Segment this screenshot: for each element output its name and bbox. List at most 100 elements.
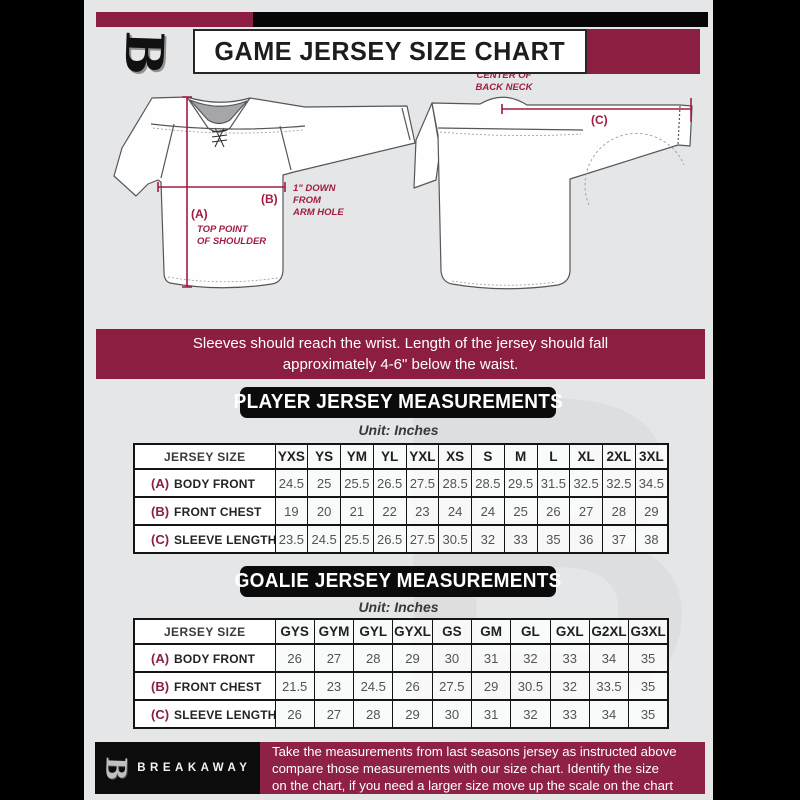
row-header-cell: (C) SLEEVE LENGTH — [133, 699, 276, 729]
value-cell: 24 — [438, 496, 472, 526]
value-cell: 26.5 — [372, 468, 407, 498]
value-cell: 25 — [307, 468, 341, 498]
value-cell: 26 — [392, 671, 433, 701]
value-cell: 21 — [340, 496, 374, 526]
value-cell: 32 — [471, 524, 505, 554]
brand-logo-icon: B — [112, 29, 176, 77]
label-a: (A) — [191, 207, 208, 221]
size-col-l: L — [536, 443, 571, 470]
value-cell: 31 — [470, 643, 512, 673]
label-c: (C) — [591, 113, 608, 127]
value-cell: 33 — [549, 643, 590, 673]
measurement-row: (B) FRONT CHEST 19 20 21 22 23 24 24 25 26 27 28 29 — [133, 496, 669, 526]
value-cell: 23.5 — [274, 524, 309, 554]
value-cell: 28 — [353, 699, 394, 729]
value-cell: 33.5 — [588, 671, 630, 701]
player-section-title-text: PLAYER JERSEY MEASUREMENTS — [233, 391, 563, 413]
value-cell: 35 — [628, 671, 669, 701]
measure-key: (C) — [151, 531, 170, 547]
size-col-yl: YL — [372, 443, 407, 470]
title-accent-block — [587, 29, 700, 74]
size-col-2xl: 2XL — [602, 443, 636, 470]
footer-brand-block: B BREAKAWAY — [95, 742, 260, 794]
measurement-row: (C) SLEEVE LENGTH 26 27 28 29 30 31 32 33 34 35 — [133, 699, 669, 729]
value-cell: 32 — [510, 699, 551, 729]
footer-line-3: on the chart, if you need a larger size … — [272, 778, 673, 794]
footer-line-2: compare those measurements with our size… — [272, 760, 660, 776]
value-cell: 27.5 — [405, 468, 440, 498]
value-cell: 38 — [634, 524, 669, 554]
goalie-measurements-table: JERSEY SIZE GYS GYM GYL GYXL GS GM GL GXL G2XL G3X… — [133, 618, 669, 729]
player-section-title: PLAYER JERSEY MEASUREMENTS — [233, 387, 562, 418]
size-col-gm: GM — [470, 618, 512, 645]
measure-label: SLEEVE LENGTH — [174, 707, 275, 722]
value-cell: 34 — [588, 643, 630, 673]
size-col-gl: GL — [510, 618, 551, 645]
value-cell: 32 — [510, 643, 551, 673]
label-b-note-line3: ARM HOLE — [292, 207, 344, 218]
value-cell: 28 — [353, 643, 394, 673]
value-cell: 24 — [471, 496, 505, 526]
value-cell: 34 — [588, 699, 630, 729]
size-col-gs: GS — [431, 618, 472, 645]
collar-laces — [211, 127, 228, 148]
measurement-lines — [157, 96, 692, 288]
value-cell: 27 — [569, 496, 603, 526]
value-cell: 32 — [549, 671, 590, 701]
label-c-note-line2: BACK NECK — [476, 82, 534, 93]
value-cell: 32.5 — [602, 468, 636, 498]
value-cell: 35 — [536, 524, 571, 554]
label-b: (B) — [261, 192, 278, 206]
value-cell: 36 — [569, 524, 603, 554]
value-cell: 31.5 — [536, 468, 571, 498]
banner-line-2: approximately 4-6" below the waist. — [282, 356, 519, 373]
value-cell: 21.5 — [274, 671, 315, 701]
size-col-m: M — [503, 443, 538, 470]
footer-instructions: Take the measurements from last seasons … — [260, 742, 705, 794]
value-cell: 35 — [628, 699, 669, 729]
value-cell: 25 — [503, 496, 538, 526]
top-bar-maroon-segment — [96, 12, 253, 27]
label-a-note-line1: TOP POINT — [197, 224, 249, 235]
value-cell: 26 — [274, 643, 315, 673]
value-cell: 29 — [392, 699, 433, 729]
row-header-cell: (B) FRONT CHEST — [133, 496, 276, 526]
value-cell: 27 — [313, 699, 355, 729]
measurement-row: (B) FRONT CHEST 21.5 23 24.5 26 27.5 29 30.5 32 33… — [133, 671, 669, 701]
value-cell: 27.5 — [405, 524, 440, 554]
value-cell: 24.5 — [353, 671, 394, 701]
jersey-diagram: (A) TOP POINT OF SHOULDER (B) 1" DOWN FR… — [113, 70, 693, 290]
row-header-cell: (A) BODY FRONT — [133, 468, 276, 498]
value-cell: 29 — [392, 643, 433, 673]
value-cell: 30.5 — [510, 671, 551, 701]
value-cell: 34.5 — [634, 468, 669, 498]
banner-line-1: Sleeves should reach the wrist. Length o… — [192, 335, 609, 352]
size-col-gys: GYS — [274, 618, 315, 645]
instruction-banner: Sleeves should reach the wrist. Length o… — [96, 329, 705, 379]
label-b-note-line2: FROM — [293, 195, 322, 206]
size-col-g2xl: G2XL — [588, 618, 630, 645]
value-cell: 27 — [313, 643, 355, 673]
player-unit-label: Unit: Inches — [358, 422, 439, 438]
value-cell: 28.5 — [438, 468, 472, 498]
row-header-cell: (A) BODY FRONT — [133, 643, 276, 673]
value-cell: 25.5 — [340, 468, 374, 498]
size-col-xl: XL — [569, 443, 603, 470]
value-cell: 26.5 — [372, 524, 407, 554]
value-cell: 28.5 — [471, 468, 505, 498]
footer-brand-logo-icon: B — [98, 755, 133, 781]
value-cell: 31 — [470, 699, 512, 729]
value-cell: 25.5 — [340, 524, 374, 554]
value-cell: 24.5 — [307, 524, 341, 554]
value-cell: 33 — [549, 699, 590, 729]
measure-label: SLEEVE LENGTH — [174, 532, 275, 547]
size-chart-document: B B GAME JERSEY SIZE CHART — [84, 0, 713, 800]
row-header-cell: (C) SLEEVE LENGTH — [133, 524, 276, 554]
measure-label: FRONT CHEST — [174, 504, 262, 519]
value-cell: 32.5 — [569, 468, 603, 498]
value-cell: 30 — [431, 643, 472, 673]
value-cell: 37 — [602, 524, 636, 554]
measure-label: BODY FRONT — [174, 476, 256, 491]
size-col-gyl: GYL — [353, 618, 394, 645]
goalie-unit-label: Unit: Inches — [358, 599, 439, 615]
